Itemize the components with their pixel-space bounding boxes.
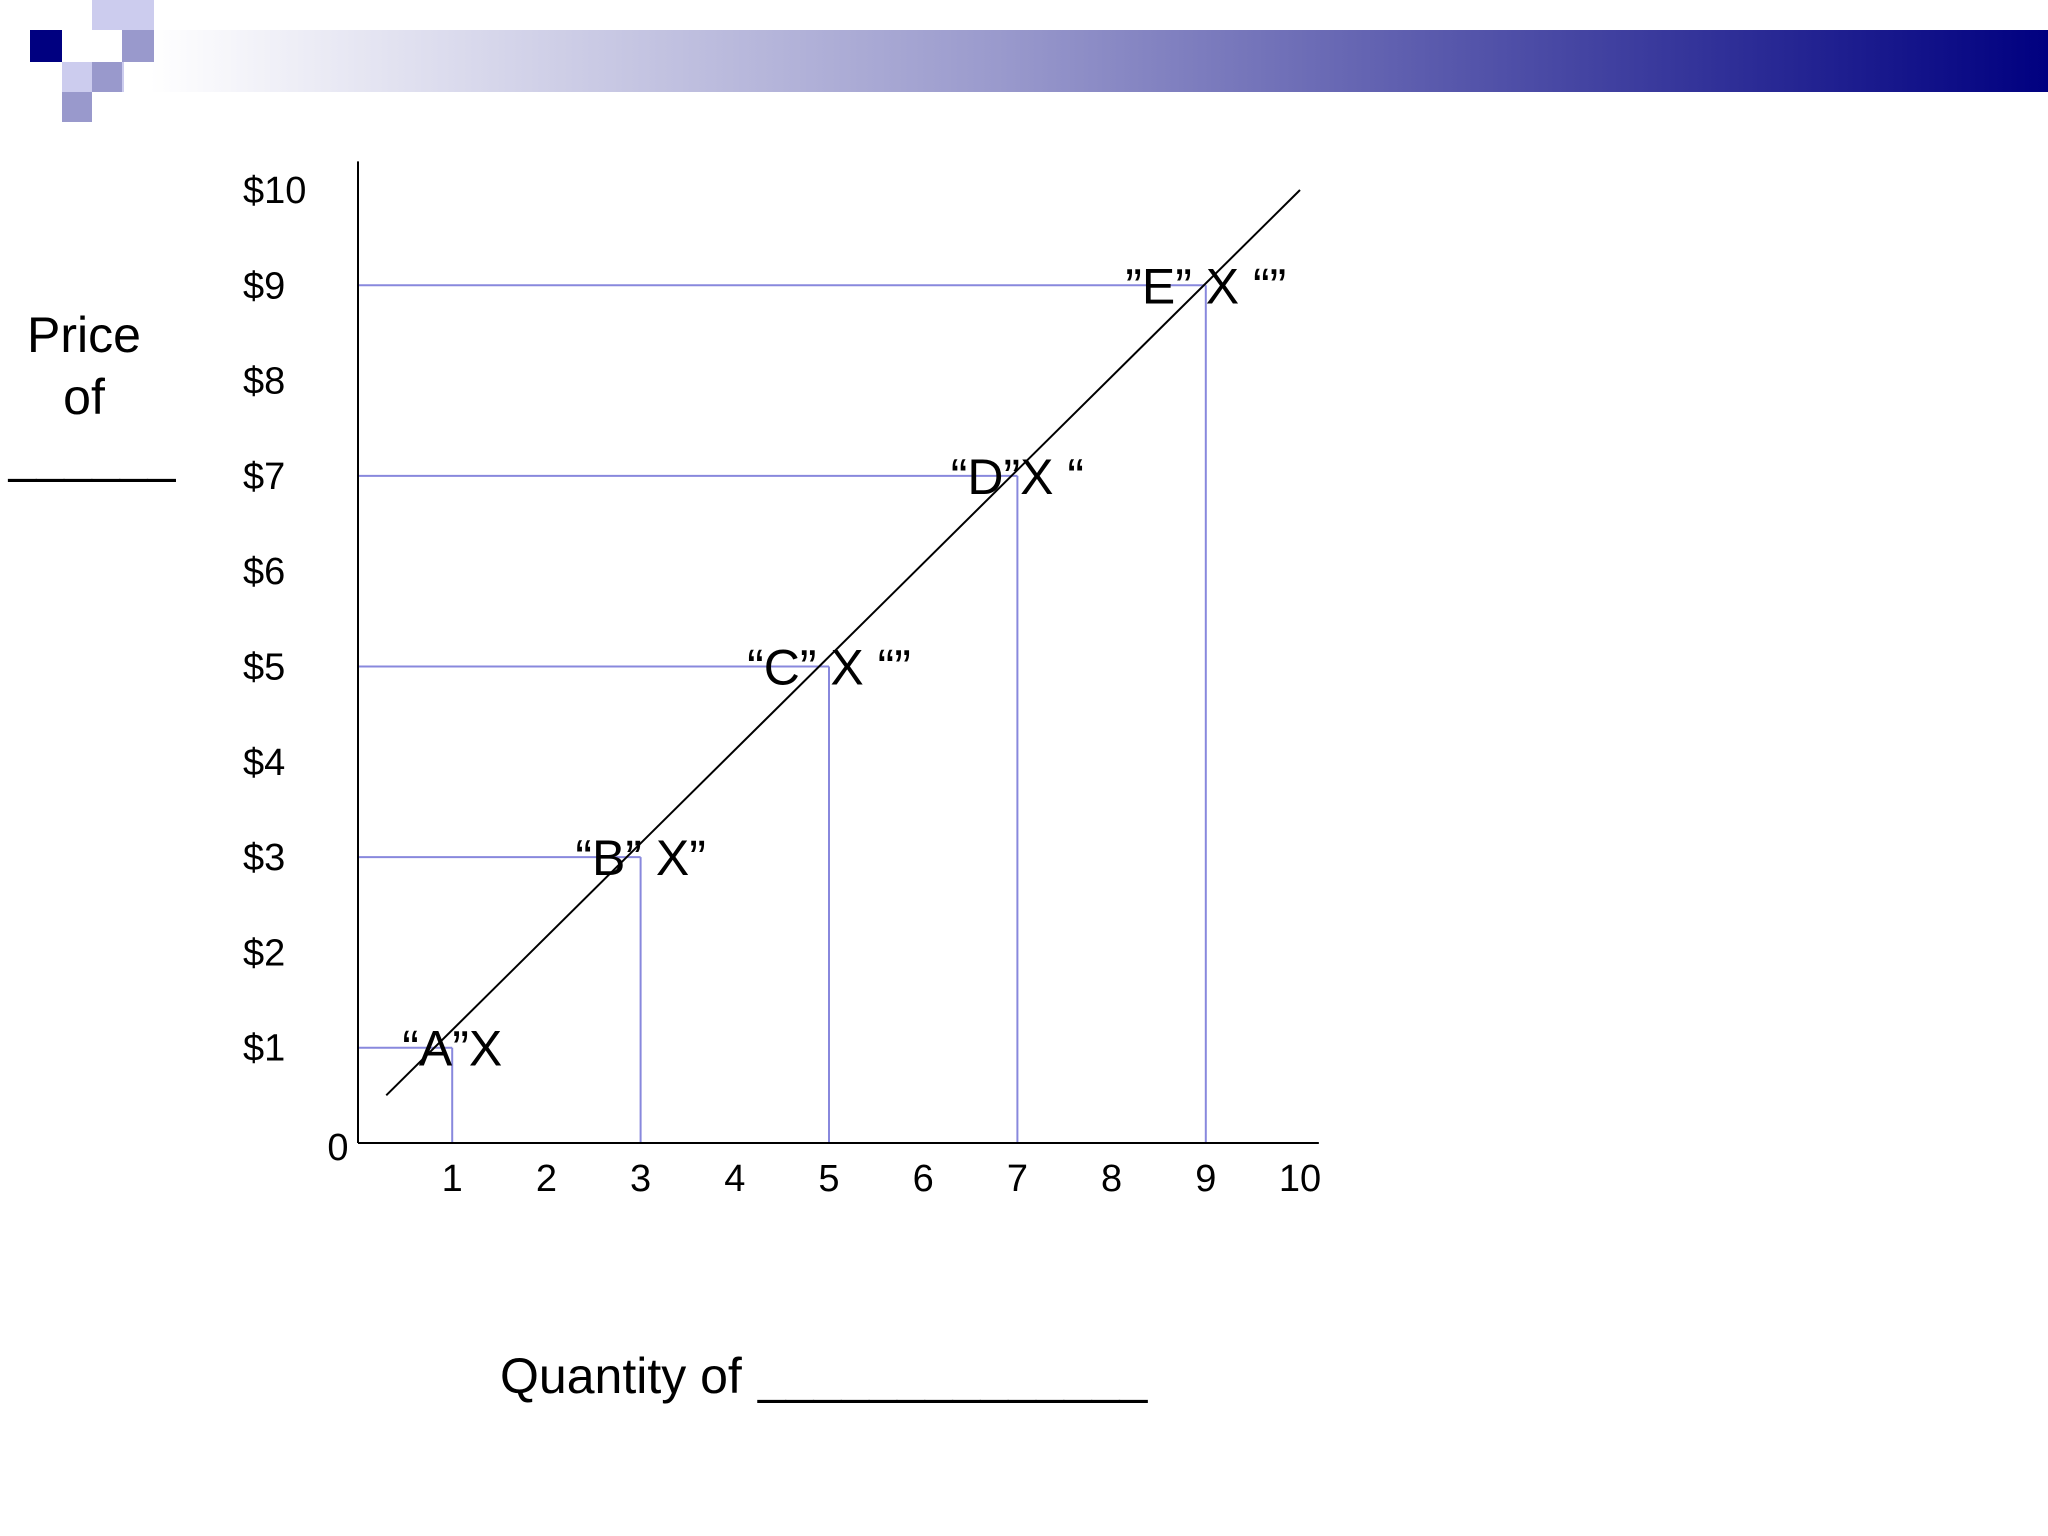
x-tick-label: 6 xyxy=(913,1158,934,1200)
point-label: “B” X” xyxy=(575,830,706,886)
x-tick-label: 8 xyxy=(1101,1158,1122,1200)
x-tick-label: 7 xyxy=(1007,1158,1028,1200)
y-axis-label-line2: of xyxy=(63,369,105,425)
deco-square-dark xyxy=(30,30,62,62)
deco-square-light xyxy=(92,0,154,30)
point-label: ”E” X “” xyxy=(1125,258,1286,314)
x-axis-label-blank: ______________ xyxy=(757,1348,1148,1404)
guide-lines xyxy=(358,284,1207,1143)
deco-square-mid xyxy=(122,30,154,62)
y-tick-label: $6 xyxy=(243,551,285,593)
y-tick-label: $8 xyxy=(243,361,285,403)
y-axis-label-line1: Price xyxy=(27,307,141,363)
slide-banner xyxy=(30,0,2048,122)
y-tick-label: $4 xyxy=(243,742,285,784)
point-labels: “A”X “B” X” “C” X “” “D”X “ ”E” X “” xyxy=(402,258,1286,1076)
y-tick-label: $3 xyxy=(243,837,285,879)
supply-line xyxy=(385,189,1301,1097)
y-tick-label: $5 xyxy=(243,647,285,689)
y-tick-labels: $1 $2 $3 $4 $5 $6 $7 $8 $9 $10 xyxy=(243,170,306,1070)
y-tick-label: $7 xyxy=(243,456,285,498)
y-tick-label: $2 xyxy=(243,932,285,974)
x-axis-label: Quantity of xyxy=(500,1348,742,1404)
y-tick-label: $1 xyxy=(243,1028,285,1070)
y-tick-label: $10 xyxy=(243,170,306,212)
banner-bar xyxy=(150,30,2048,92)
y-tick-label: $9 xyxy=(243,265,285,307)
point-label: “D”X “ xyxy=(951,449,1084,505)
y-axis-label-blank: ______ xyxy=(8,427,177,483)
x-tick-label: 4 xyxy=(724,1158,745,1200)
x-tick-label: 3 xyxy=(630,1158,651,1200)
x-tick-labels: 1 2 3 4 5 6 7 8 9 10 xyxy=(442,1158,1322,1200)
point-label: “C” X “” xyxy=(747,640,911,696)
x-tick-label: 1 xyxy=(442,1158,463,1200)
x-tick-label: 10 xyxy=(1279,1158,1321,1200)
x-tick-label: 2 xyxy=(536,1158,557,1200)
deco-square-mid xyxy=(92,62,122,92)
deco-square-mid xyxy=(62,92,92,122)
origin-label: 0 xyxy=(327,1127,348,1169)
point-label: “A”X xyxy=(402,1021,502,1077)
x-tick-label: 9 xyxy=(1195,1158,1216,1200)
x-tick-label: 5 xyxy=(818,1158,839,1200)
